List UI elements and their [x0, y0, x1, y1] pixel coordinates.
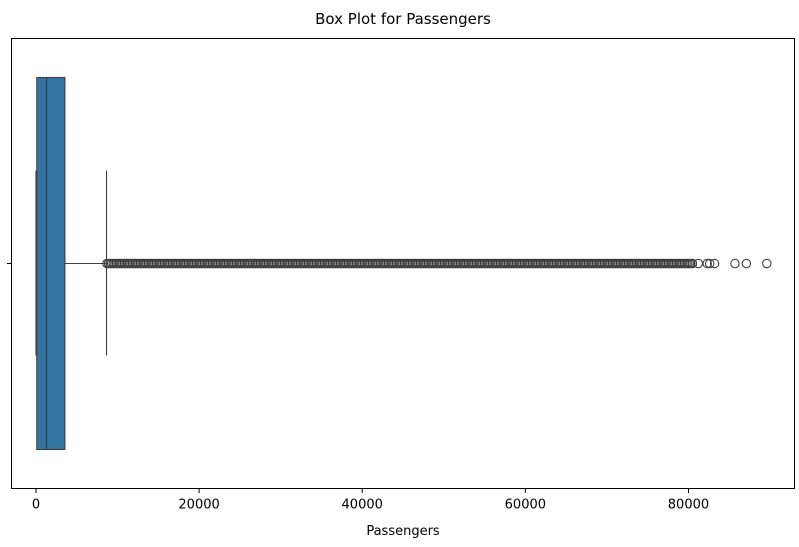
x-axis-ticks: 0 20000 40000 60000 80000 — [32, 488, 709, 513]
outlier-point — [762, 258, 772, 269]
iqr-box — [36, 76, 66, 451]
chart-title: Box Plot for Passengers — [315, 10, 491, 28]
outlier-point — [741, 258, 752, 269]
outlier-point — [730, 258, 740, 269]
outlier-point — [702, 258, 712, 269]
x-axis-label: Passengers — [366, 524, 440, 539]
box-group — [35, 76, 108, 451]
x-tick-label: 80000 — [668, 498, 709, 513]
outlier-point — [704, 258, 715, 269]
x-tick-label: 20000 — [178, 498, 219, 513]
outlier-points — [102, 258, 772, 269]
x-tick-label: 40000 — [342, 498, 383, 513]
x-tick-label: 60000 — [505, 498, 546, 513]
x-tick-label: 0 — [32, 498, 40, 513]
outlier-point — [687, 258, 698, 269]
outlier-point — [709, 258, 720, 269]
